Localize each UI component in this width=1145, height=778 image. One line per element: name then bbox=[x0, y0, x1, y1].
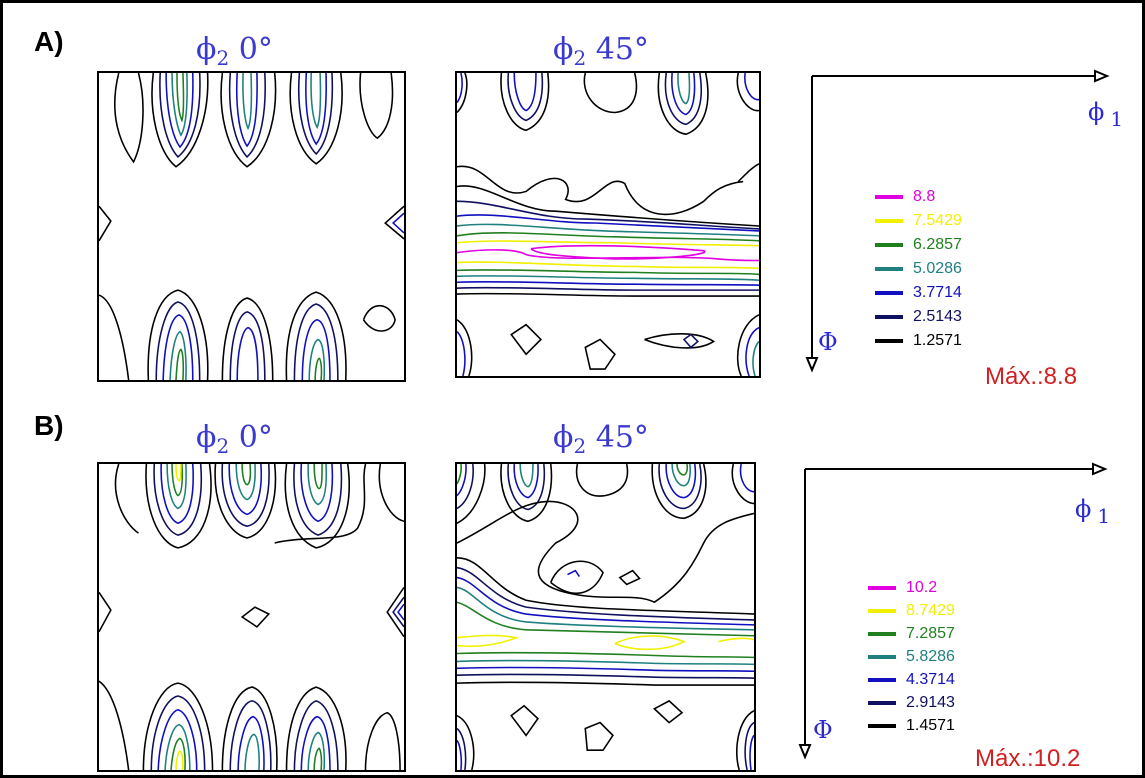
contour-plot-b-0 bbox=[99, 464, 404, 770]
contour-bottom-lobes bbox=[99, 289, 396, 380]
contour-plot-a-0 bbox=[99, 73, 404, 380]
contour-bottom-lobes bbox=[457, 314, 759, 376]
panel-b-odf-section-0 bbox=[97, 462, 406, 772]
panel-b-Phi-label: Φ bbox=[813, 716, 833, 744]
legend-item: 5.8286 bbox=[868, 647, 955, 667]
legend-item: 8.8 bbox=[875, 187, 935, 207]
legend-item: 7.2857 bbox=[868, 624, 955, 644]
legend-value: 2.5143 bbox=[913, 308, 962, 325]
panel-a-label: A) bbox=[34, 26, 64, 57]
panel-b-plot-1-title: ϕ2 0° bbox=[196, 420, 273, 458]
panel-a-odf-section-0 bbox=[97, 71, 406, 382]
legend-swatch bbox=[875, 243, 903, 247]
panel-a-Phi-label: Φ bbox=[818, 328, 838, 356]
legend-swatch bbox=[868, 632, 896, 636]
contour-plot-b-45 bbox=[457, 464, 754, 770]
phi1-axis-arrow bbox=[1094, 69, 1110, 83]
panel-b-max-label: Máx.:10.2 bbox=[975, 745, 1081, 772]
legend-value: 6.2857 bbox=[913, 236, 962, 253]
panel-a-plot-1-title: ϕ2 0° bbox=[196, 32, 273, 70]
legend-item: 6.2857 bbox=[875, 235, 962, 255]
phi1-subscript: 1 bbox=[1110, 107, 1124, 131]
legend-swatch bbox=[875, 219, 903, 223]
Phi-axis-arrow bbox=[805, 357, 819, 373]
phi2-symbol: ϕ bbox=[553, 32, 574, 67]
panel-a-odf-section-45 bbox=[455, 71, 761, 378]
phi2-symbol: ϕ bbox=[196, 420, 217, 455]
contour-top-lobes bbox=[99, 73, 404, 242]
legend-value: 5.0286 bbox=[913, 260, 962, 277]
legend-swatch bbox=[875, 195, 903, 199]
legend-swatch bbox=[875, 315, 903, 319]
phi2-angle: 0° bbox=[238, 420, 273, 455]
phi2-angle: 45° bbox=[595, 420, 649, 455]
panel-b-label: B) bbox=[34, 410, 64, 441]
legend-swatch bbox=[875, 267, 903, 271]
phi1-symbol: ϕ bbox=[1075, 495, 1092, 523]
legend-value: 7.5429 bbox=[913, 212, 962, 229]
phi2-subscript: 2 bbox=[573, 434, 587, 458]
phi2-subscript: 2 bbox=[573, 46, 587, 70]
panel-b-axes bbox=[798, 462, 1108, 760]
contour-bottom-lobes bbox=[99, 680, 401, 770]
panel-a-max-label: Máx.:8.8 bbox=[985, 363, 1078, 390]
contour-top-lobes bbox=[457, 464, 754, 604]
legend-swatch bbox=[868, 655, 896, 659]
contour-plot-a-45 bbox=[457, 73, 759, 376]
panel-a-axes bbox=[805, 69, 1110, 373]
contour-bottom-lobes bbox=[457, 699, 754, 770]
legend-value: 1.2571 bbox=[913, 332, 962, 349]
legend-value: 4.3714 bbox=[906, 671, 955, 688]
legend-item: 10.2 bbox=[868, 578, 937, 598]
phi2-symbol: ϕ bbox=[196, 32, 217, 67]
legend-swatch bbox=[868, 586, 896, 590]
contour-top-lobes bbox=[99, 464, 404, 638]
phi2-subscript: 2 bbox=[216, 46, 230, 70]
legend-swatch bbox=[875, 339, 903, 343]
phi1-subscript: 1 bbox=[1097, 504, 1111, 528]
contour-top-lobes bbox=[457, 73, 759, 136]
contour-band bbox=[457, 557, 754, 686]
panel-b-plot-2-title: ϕ2 45° bbox=[553, 420, 649, 458]
legend-value: 8.8 bbox=[913, 188, 936, 205]
legend-item: 3.7714 bbox=[875, 283, 962, 303]
phi2-angle: 0° bbox=[238, 32, 273, 67]
contour-band bbox=[457, 163, 759, 297]
legend-value: 5.8286 bbox=[906, 648, 955, 665]
phi1-symbol: ϕ bbox=[1088, 98, 1105, 126]
Phi-axis-arrow bbox=[798, 744, 812, 760]
legend-item: 7.5429 bbox=[875, 211, 962, 231]
phi2-angle: 45° bbox=[595, 32, 649, 67]
legend-swatch bbox=[868, 609, 896, 613]
legend-value: 10.2 bbox=[906, 579, 938, 596]
panel-b-odf-section-45 bbox=[455, 462, 756, 772]
legend-value: 1.4571 bbox=[906, 717, 955, 734]
panel-a-plot-2-title: ϕ2 45° bbox=[553, 32, 649, 70]
legend-swatch bbox=[868, 678, 896, 682]
legend-item: 1.4571 bbox=[868, 716, 955, 736]
legend-value: 3.7714 bbox=[913, 284, 962, 301]
legend-value: 8.7429 bbox=[906, 602, 955, 619]
legend-value: 7.2857 bbox=[906, 625, 955, 642]
legend-swatch bbox=[868, 724, 896, 728]
legend-swatch bbox=[868, 701, 896, 705]
legend-item: 5.0286 bbox=[875, 259, 962, 279]
legend-item: 4.3714 bbox=[868, 670, 955, 690]
legend-item: 2.5143 bbox=[875, 307, 962, 327]
legend-swatch bbox=[875, 291, 903, 295]
phi1-axis-arrow bbox=[1092, 462, 1108, 476]
legend-item: 2.9143 bbox=[868, 693, 955, 713]
legend-item: 8.7429 bbox=[868, 601, 955, 621]
legend-item: 1.2571 bbox=[875, 331, 962, 351]
legend-value: 2.9143 bbox=[906, 694, 955, 711]
phi2-subscript: 2 bbox=[216, 434, 230, 458]
phi2-symbol: ϕ bbox=[553, 420, 574, 455]
